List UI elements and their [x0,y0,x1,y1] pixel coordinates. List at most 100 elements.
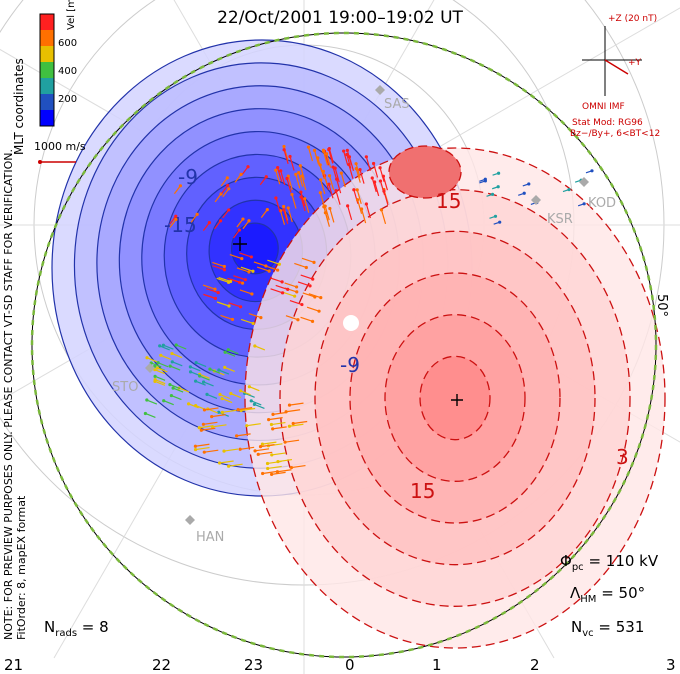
velocity-vector [163,344,174,350]
vector-origin-dot [303,197,307,201]
velocity-vector [205,288,219,294]
velocity-vector [234,173,242,183]
vector-origin-dot [199,428,203,432]
vector-origin-dot [223,350,227,354]
vector-origin-dot [227,187,231,191]
vector-origin-dot [260,442,265,446]
imf-vector [604,59,629,75]
velocity-vector [287,175,293,191]
vector-origin-dot [298,164,302,168]
velocity-vector [299,165,305,180]
mlt-tick-2: 2 [530,656,540,674]
velocity-vector [267,465,282,470]
lambda-symbol: Λ [570,584,581,602]
vector-origin-dot [201,380,206,384]
velocity-vector [202,284,216,290]
vector-origin-dot [174,217,178,222]
velocity-vector [240,266,254,272]
vector-origin-dot [197,426,201,430]
velocity-vector [365,156,371,171]
velocity-vector [159,345,170,351]
vector-origin-dot [228,279,233,284]
velocity-vector [253,261,267,267]
velocity-vector [328,184,334,199]
nvc-subscript: vc [582,628,594,639]
velocity-vector [271,452,286,456]
velocity-vector [230,392,242,399]
vector-origin-dot [312,260,316,264]
vector-origin-dot [299,195,303,199]
velocity-vector [169,365,181,371]
vector-origin-dot [169,393,174,398]
colorbar-segment [40,78,54,95]
vector-origin-dot [229,391,233,396]
vector-origin-dot [213,287,217,291]
velocity-vector [154,379,166,385]
vector-origin-dot [318,191,322,195]
velocity-vector [272,426,287,430]
vector-origin-dot [297,170,301,175]
vector-origin-dot [274,168,278,172]
vector-origin-dot [237,280,242,284]
vector-origin-dot [170,360,174,364]
colorbar-segment [40,46,54,63]
velocity-vector [300,274,313,280]
vector-origin-dot [250,292,254,296]
vector-origin-dot [171,386,175,390]
vector-origin-dot [245,424,249,428]
velocity-vector [300,316,313,322]
imf-model: Stat Mod: RG96 [572,118,643,128]
vector-origin-dot [328,206,332,211]
vector-origin-dot [355,198,360,202]
vector-origin-dot [358,168,362,172]
vector-origin-dot [251,321,255,326]
velocity-vector [275,170,281,185]
vector-origin-dot [259,315,263,320]
velocity-vector [353,189,359,204]
vector-origin-dot [168,364,172,368]
vector-origin-dot [240,281,245,285]
vector-origin-dot [178,184,183,188]
velocity-vector [219,393,231,400]
velocity-vector [157,367,168,373]
imf-y-label: +Y [628,58,642,68]
preview-note-line1: NOTE: FOR PREVIEW PURPOSES ONLY. PLEASE … [2,148,15,640]
vector-origin-dot [241,217,245,221]
vector-origin-dot [267,269,271,273]
velocity-vector [340,172,346,188]
vector-origin-dot [271,427,275,431]
radar-station-marker [375,85,385,95]
velocity-vector [154,380,166,386]
velocity-vector [221,398,233,404]
vector-origin-dot [218,392,222,397]
vector-origin-dot [275,470,280,474]
vector-origin-dot [158,344,162,348]
vector-origin-dot [290,192,294,197]
preview-note: NOTE: FOR PREVIEW PURPOSES ONLY. PLEASE … [2,149,28,640]
velocity-vector [212,261,225,267]
vector-origin-dot [300,302,304,307]
imf-z-label: +Z (20 nT) [608,14,658,24]
velocity-vector [328,175,335,190]
velocity-vector [336,178,342,194]
velocity-vector [289,402,304,406]
vector-origin-dot [222,449,226,453]
velocity-vector [268,417,283,421]
velocity-vector [246,423,261,427]
vector-origin-dot [527,182,531,186]
velocity-vector [323,206,329,221]
vector-origin-dot [286,287,290,291]
vector-origin-dot [294,285,299,289]
velocity-vector [297,281,311,287]
velocity-vector [175,344,187,350]
vector-origin-dot [253,344,257,348]
velocity-vector [212,424,227,428]
velocity-vector [190,366,201,372]
velocity-vector [256,266,270,272]
velocity-vector [171,395,182,401]
nvc-value: = 531 [593,618,645,636]
vector-origin-dot [317,309,321,313]
vector-origin-dot [286,206,290,210]
vector-origin-dot [276,268,280,272]
velocity-vector [300,196,306,212]
